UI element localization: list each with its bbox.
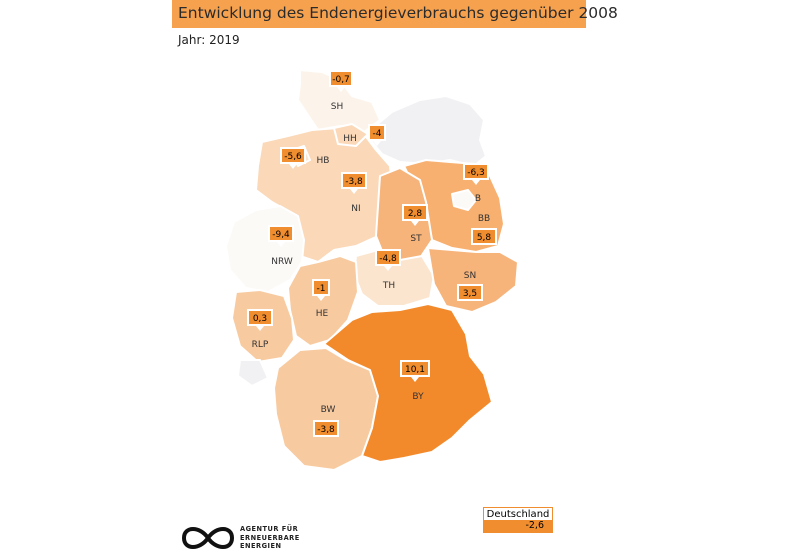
value-sh: -0,7 (332, 75, 350, 85)
label-he: HE (316, 309, 329, 319)
value-rlp: 0,3 (253, 314, 267, 324)
region-labels: SH HH HB NI B BB ST NRW TH SN HE RLP BY … (252, 102, 491, 415)
callout-bw: -3,8 (313, 420, 339, 437)
region-b[interactable] (451, 189, 477, 211)
label-ni: NI (351, 204, 360, 214)
callout-st: 2,8 (402, 204, 428, 226)
callout-by: 10,1 (400, 360, 430, 382)
callout-hb: -5,6 (280, 147, 306, 169)
national-value: -2,6 (484, 520, 552, 532)
title-bar (172, 0, 586, 28)
value-ni: -3,8 (345, 177, 363, 187)
value-b: -6,3 (467, 168, 485, 178)
logo-line-3: ENERGIEN (240, 542, 282, 550)
callout-nrw: -9,4 (268, 225, 294, 247)
callout-sn: 3,5 (457, 284, 483, 301)
callout-hh: -4 (368, 124, 386, 146)
callout-rlp: 0,3 (247, 309, 273, 331)
label-st: ST (410, 234, 422, 244)
infinity-icon (181, 527, 235, 549)
label-hb: HB (317, 156, 330, 166)
value-th: -4,8 (379, 254, 397, 264)
callout-b: -6,3 (463, 163, 489, 185)
value-callouts: -0,7 -4 -5,6 -3,8 -6,3 5,8 2,8 -9,4 -4,8… (247, 70, 497, 437)
value-he: -1 (317, 284, 326, 294)
region-by[interactable] (323, 303, 493, 463)
value-hb: -5,6 (284, 152, 302, 162)
value-by: 10,1 (405, 365, 425, 375)
page-title: Entwicklung des Endenergieverbrauchs geg… (178, 4, 618, 22)
label-bb: BB (478, 214, 490, 224)
value-st: 2,8 (408, 209, 423, 219)
label-sh: SH (331, 102, 343, 112)
value-nrw: -9,4 (272, 230, 290, 240)
region-saarland[interactable] (237, 359, 269, 387)
callout-th: -4,8 (375, 249, 401, 271)
region-hh[interactable] (333, 123, 369, 147)
region-sn[interactable] (427, 247, 519, 313)
value-bb: 5,8 (477, 233, 492, 243)
label-hh: HH (343, 134, 357, 144)
logo-text: AGENTUR FÜR ERNEUERBARE ENERGIEN (240, 525, 300, 551)
region-mv[interactable] (367, 95, 487, 167)
value-sn: 3,5 (463, 289, 477, 299)
year-label: Jahr: 2019 (178, 33, 240, 47)
callout-ni: -3,8 (341, 172, 367, 194)
callout-he: -1 (312, 279, 330, 301)
callout-bb: 5,8 (471, 228, 497, 245)
label-th: TH (382, 281, 395, 291)
label-b: B (475, 194, 481, 204)
national-name: Deutschland (486, 509, 550, 520)
label-nrw: NRW (271, 257, 293, 267)
value-bw: -3,8 (317, 425, 335, 435)
label-rlp: RLP (252, 340, 269, 350)
value-hh: -4 (373, 129, 382, 139)
label-by: BY (412, 392, 424, 402)
logo-line-1: AGENTUR FÜR (240, 525, 299, 533)
label-bw: BW (321, 405, 336, 415)
label-sn: SN (464, 271, 476, 281)
callout-sh: -0,7 (329, 70, 353, 92)
national-value-box: Deutschland -2,6 (483, 507, 553, 533)
logo-line-2: ERNEUERBARE (240, 533, 300, 542)
